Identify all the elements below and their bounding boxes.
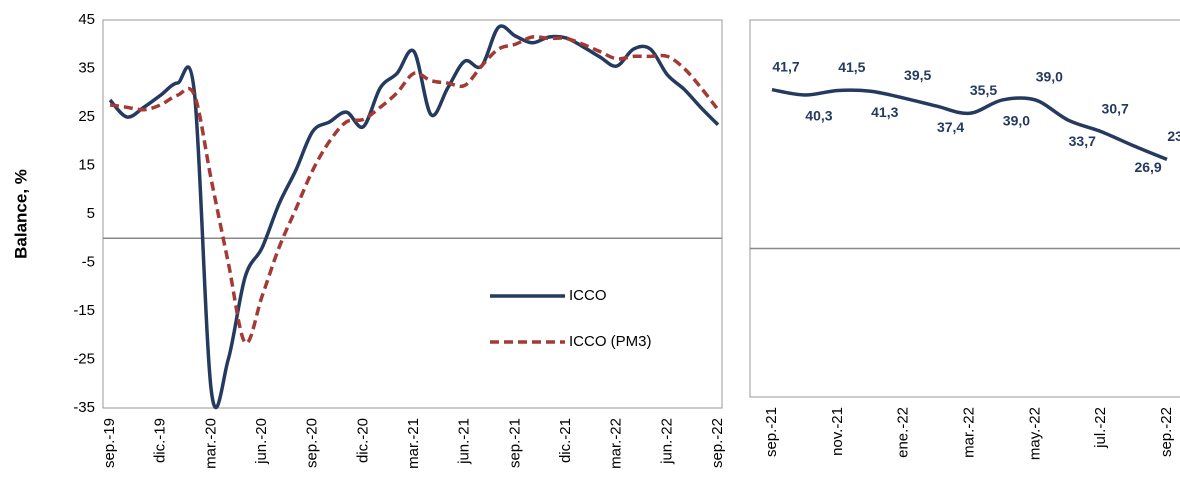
y-tick-label: 35	[78, 59, 95, 76]
x-tick-label: mar.-22	[608, 418, 625, 469]
x-tick-label: dic.-21	[557, 418, 574, 463]
data-label: 26,9	[1134, 159, 1161, 175]
x-tick-label: mar.-20	[202, 418, 219, 469]
y-tick-label: 25	[78, 108, 95, 125]
x-tick-label: jun.-21	[456, 418, 473, 465]
data-label: 23,4	[1167, 128, 1180, 144]
x-tick-label: may.-22	[1026, 407, 1043, 460]
x-tick-label: sep.-19	[101, 418, 118, 468]
y-tick-label: -5	[82, 253, 95, 270]
y-tick-label: -35	[73, 399, 95, 416]
y-tick-label: -25	[73, 350, 95, 367]
x-tick-label: mar.-22	[960, 407, 977, 458]
y-tick-label: 5	[87, 205, 95, 222]
x-tick-label: ene.-22	[895, 407, 912, 458]
data-label: 33,7	[1069, 133, 1096, 149]
data-label: 41,3	[871, 104, 898, 120]
data-label: 39,0	[1036, 69, 1063, 85]
x-tick-label: nov.-21	[829, 407, 846, 456]
x-tick-label: sep.-20	[304, 418, 321, 468]
data-label: 30,7	[1102, 100, 1129, 116]
x-tick-label: sep.-21	[763, 407, 780, 457]
legend-label: ICCO	[569, 287, 607, 304]
data-label: 39,0	[1003, 113, 1030, 129]
y-tick-label: 15	[78, 156, 95, 173]
data-label: 37,4	[937, 119, 964, 135]
plot-frame	[749, 19, 1180, 398]
y-tick-label: 45	[78, 11, 95, 28]
data-label: 35,5	[970, 82, 997, 98]
x-tick-label: jun.-20	[253, 418, 270, 465]
y-axis-title: Balance, %	[11, 169, 30, 259]
data-label: 41,7	[772, 58, 799, 74]
y-tick-label: -15	[73, 302, 95, 319]
series-line	[109, 34, 720, 345]
legend-label: ICCO (PM3)	[569, 333, 652, 350]
x-tick-label: sep.-21	[506, 418, 523, 468]
x-tick-label: sep.-22	[1158, 407, 1175, 457]
x-tick-label: jul.-22	[1092, 407, 1109, 449]
data-label: 39,5	[904, 67, 931, 83]
x-tick-label: mar.-21	[405, 418, 422, 469]
x-tick-label: dic.-20	[354, 418, 371, 463]
data-label: 41,5	[838, 59, 865, 75]
x-tick-label: jun.-22	[658, 418, 675, 465]
series-line	[771, 87, 1168, 161]
series-line	[108, 24, 720, 410]
data-label: 40,3	[805, 108, 832, 124]
x-tick-label: dic.-19	[152, 418, 169, 463]
x-tick-label: sep.-22	[709, 418, 726, 468]
plot-frame	[102, 19, 723, 409]
